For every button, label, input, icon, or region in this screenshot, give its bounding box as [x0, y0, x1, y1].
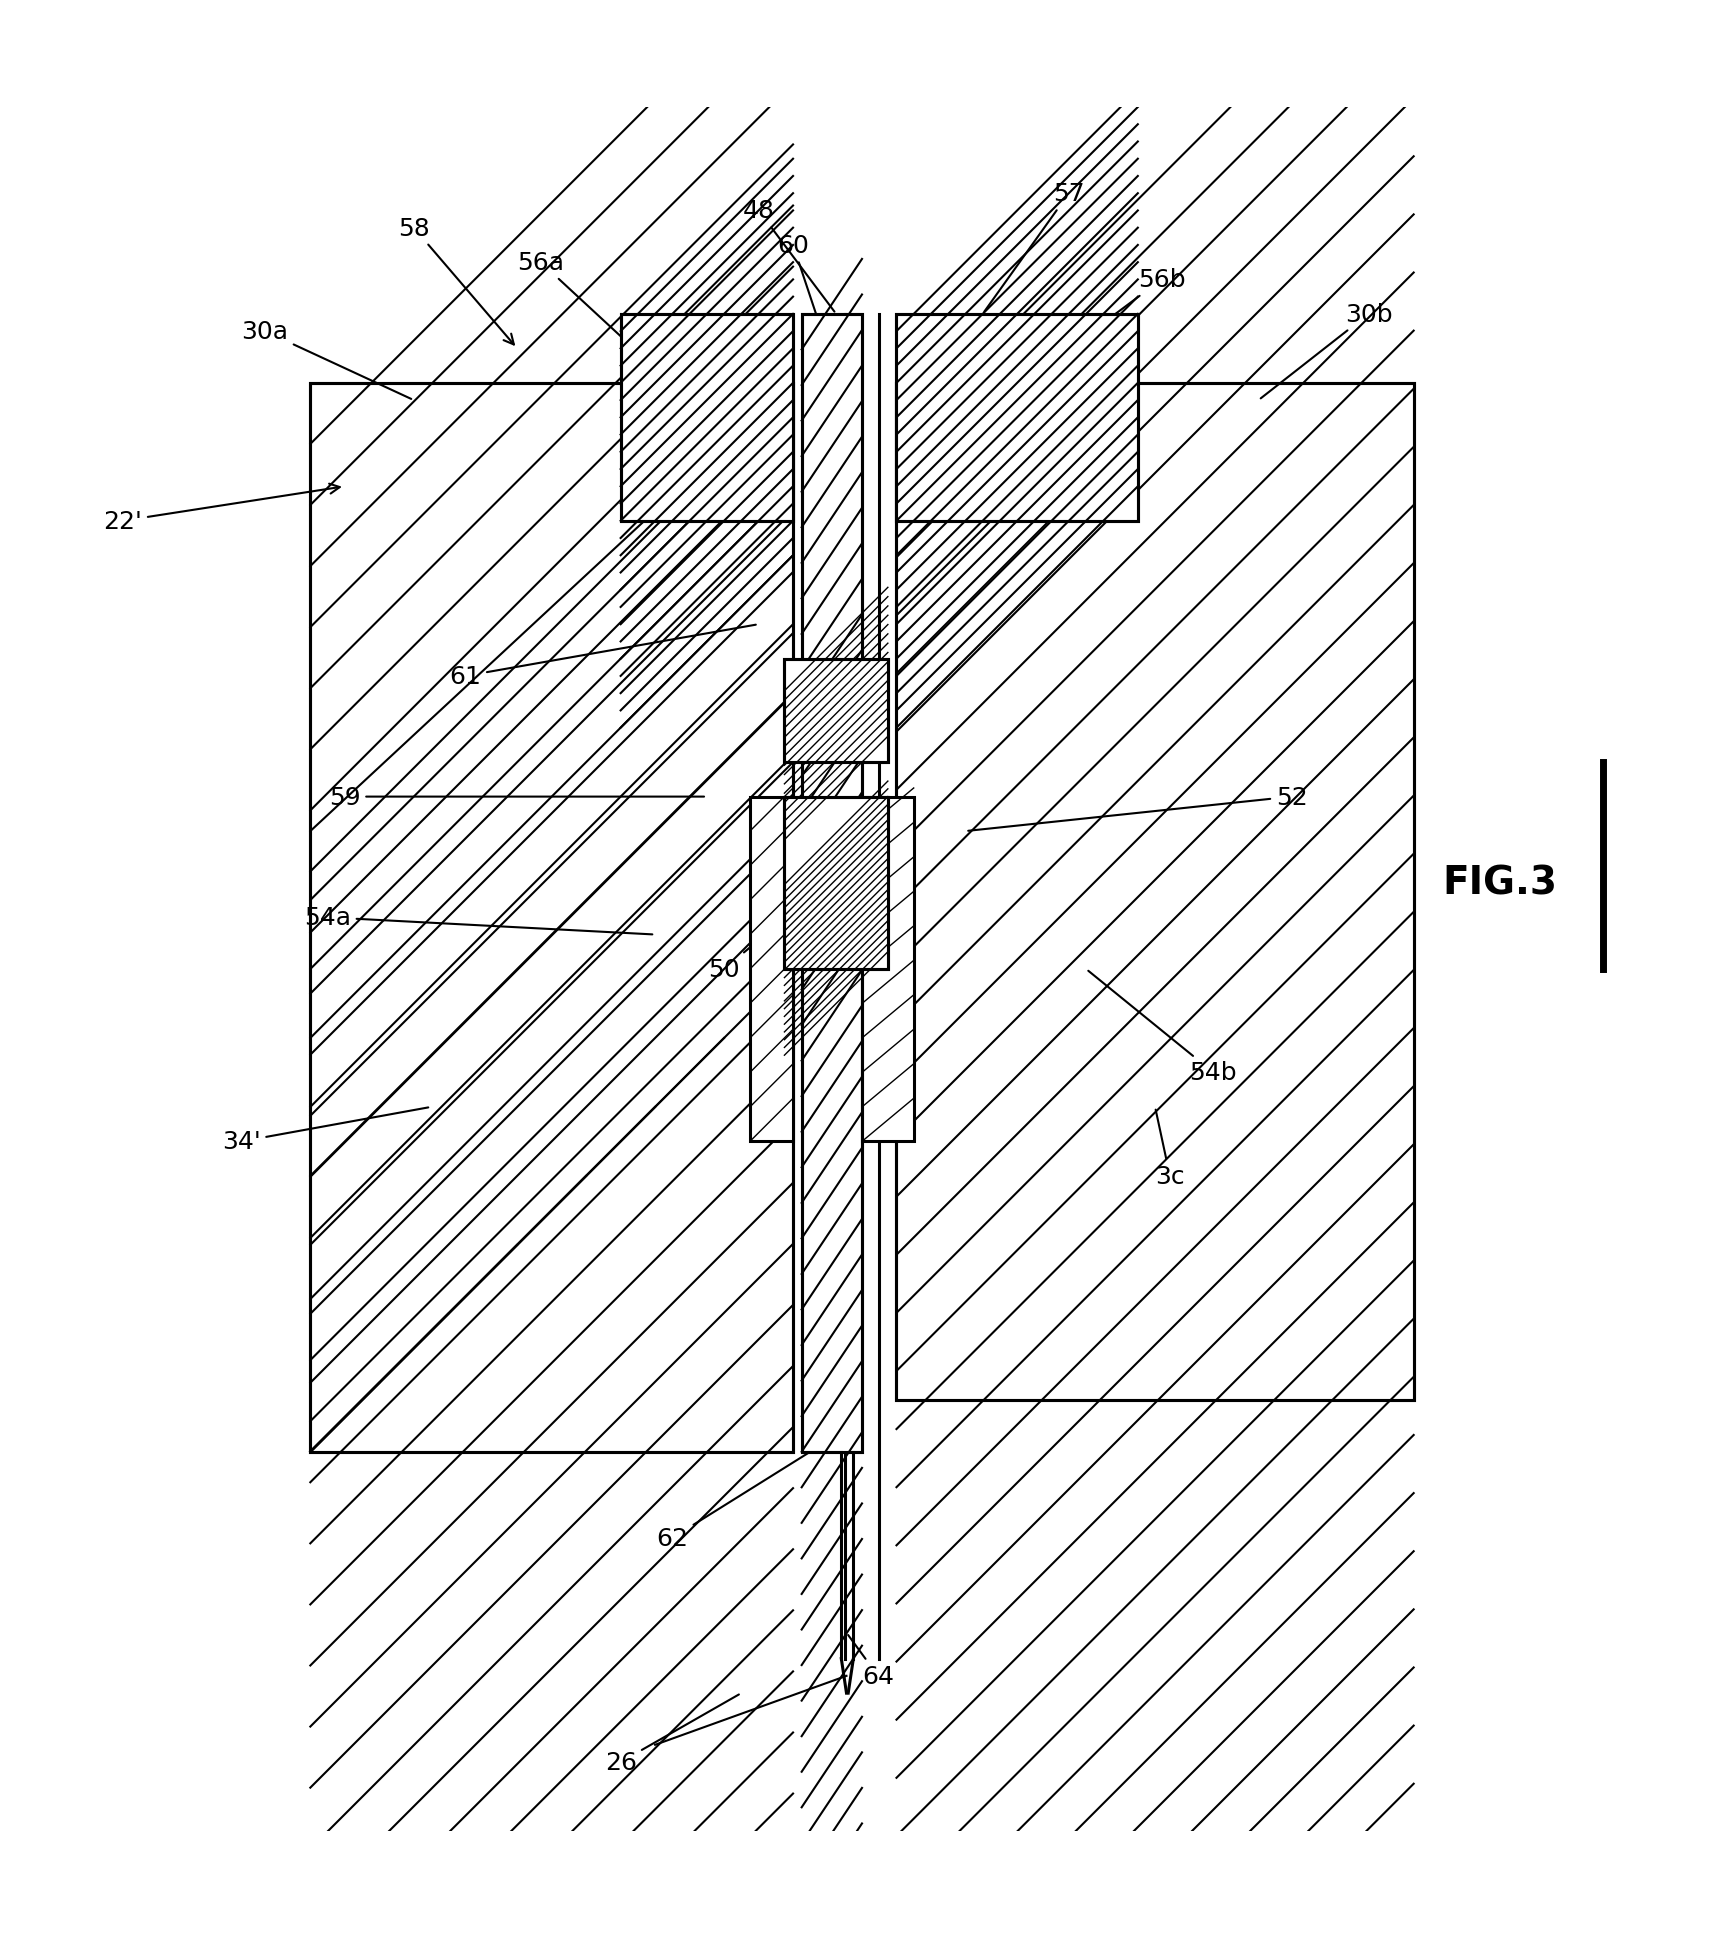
- Text: 48: 48: [743, 200, 834, 312]
- Bar: [896, 384, 1413, 1400]
- Text: 58: 58: [398, 217, 513, 345]
- Bar: [784, 659, 887, 762]
- Text: 3c: 3c: [1154, 1109, 1184, 1189]
- Polygon shape: [862, 797, 913, 1142]
- Bar: [801, 314, 862, 1452]
- Bar: [620, 314, 793, 522]
- Bar: [784, 797, 887, 970]
- Text: 57: 57: [984, 182, 1084, 312]
- Text: 59: 59: [329, 785, 703, 809]
- Text: 34': 34': [222, 1107, 427, 1154]
- Text: 30b: 30b: [1260, 302, 1392, 399]
- Polygon shape: [750, 797, 793, 1142]
- Text: 22': 22': [103, 485, 339, 533]
- Text: 26: 26: [605, 1695, 739, 1774]
- Bar: [896, 384, 1413, 1400]
- Text: 60: 60: [777, 235, 825, 347]
- Text: 54a: 54a: [303, 906, 651, 935]
- Text: 54b: 54b: [1087, 971, 1237, 1086]
- Bar: [310, 384, 793, 1452]
- Bar: [310, 384, 793, 1452]
- Text: 30a: 30a: [241, 320, 412, 399]
- Text: 62: 62: [656, 1454, 808, 1549]
- Bar: [896, 314, 1137, 522]
- Text: 52: 52: [968, 785, 1306, 832]
- Text: 64: 64: [848, 1635, 894, 1689]
- Text: 56a: 56a: [517, 250, 687, 399]
- Text: FIG.3: FIG.3: [1442, 865, 1556, 902]
- Text: 50: 50: [708, 884, 825, 981]
- Bar: [896, 314, 1137, 522]
- Text: 61: 61: [450, 626, 755, 688]
- Bar: [801, 314, 862, 1452]
- Text: 56b: 56b: [1001, 268, 1185, 399]
- Bar: [784, 659, 887, 762]
- Bar: [620, 314, 793, 522]
- Bar: [784, 797, 887, 970]
